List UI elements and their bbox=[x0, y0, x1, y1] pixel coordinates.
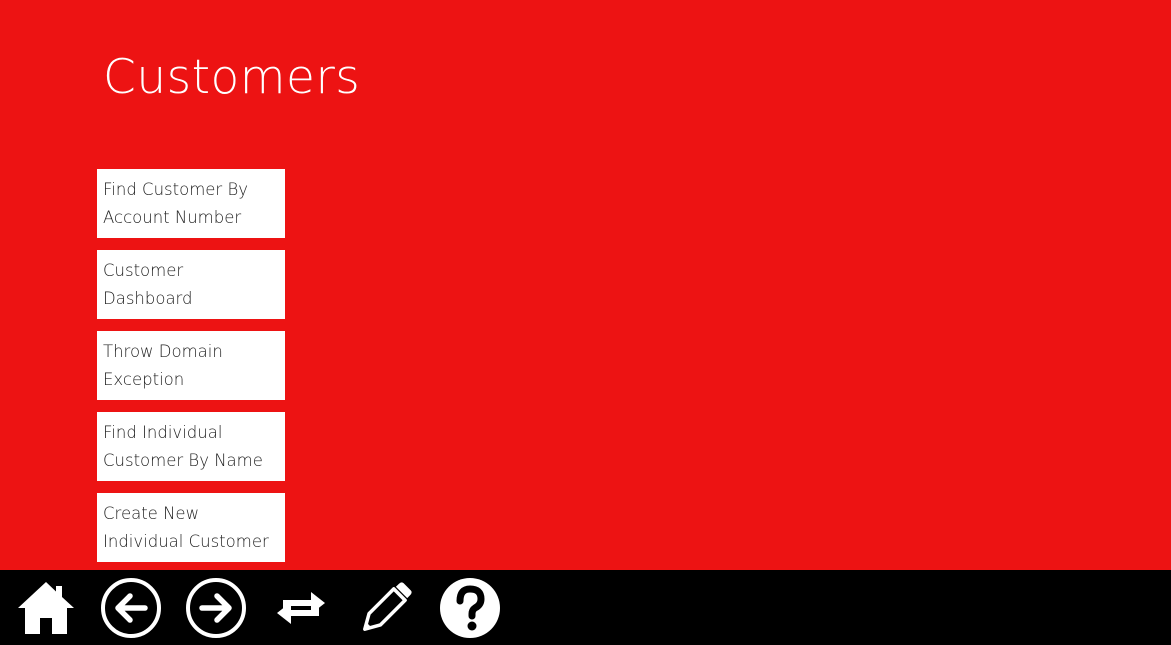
help-button[interactable] bbox=[438, 576, 502, 640]
action-label: Customer Dashboard bbox=[103, 261, 193, 308]
back-button[interactable] bbox=[99, 576, 163, 640]
forward-arrow-icon bbox=[186, 578, 246, 638]
help-question-icon bbox=[440, 578, 500, 638]
action-list: Find Customer By Account Number Customer… bbox=[97, 169, 285, 574]
forward-button[interactable] bbox=[184, 576, 248, 640]
find-customer-by-account-number-button[interactable]: Find Customer By Account Number bbox=[97, 169, 285, 238]
action-label: Throw Domain Exception bbox=[103, 342, 223, 389]
throw-domain-exception-button[interactable]: Throw Domain Exception bbox=[97, 331, 285, 400]
back-arrow-icon bbox=[101, 578, 161, 638]
home-icon bbox=[18, 582, 74, 634]
create-new-individual-customer-button[interactable]: Create New Individual Customer bbox=[97, 493, 285, 562]
find-individual-customer-by-name-button[interactable]: Find Individual Customer By Name bbox=[97, 412, 285, 481]
refresh-swap-icon bbox=[277, 592, 325, 624]
page-title: Customers bbox=[103, 50, 361, 105]
refresh-button[interactable] bbox=[269, 576, 333, 640]
main-panel: Customers Find Customer By Account Numbe… bbox=[0, 0, 1171, 570]
customer-dashboard-button[interactable]: Customer Dashboard bbox=[97, 250, 285, 319]
home-button[interactable] bbox=[14, 576, 78, 640]
pencil-icon bbox=[363, 582, 412, 631]
action-label: Create New Individual Customer bbox=[103, 504, 269, 551]
action-label: Find Customer By Account Number bbox=[103, 180, 249, 227]
app-bar bbox=[0, 570, 1171, 645]
action-label: Find Individual Customer By Name bbox=[103, 423, 263, 470]
edit-button[interactable] bbox=[354, 576, 418, 640]
